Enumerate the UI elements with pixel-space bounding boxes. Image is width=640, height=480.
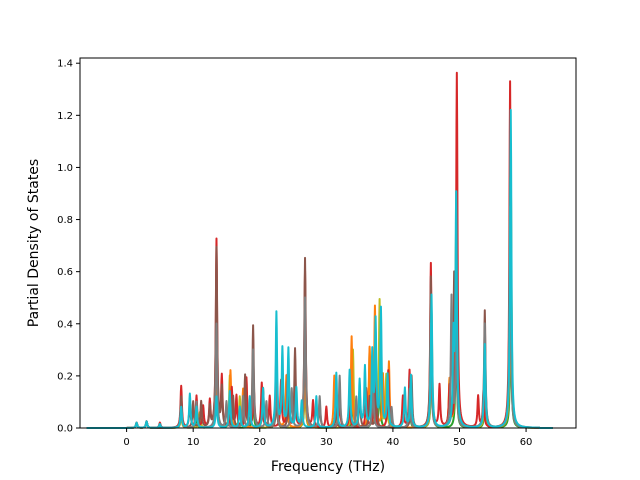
- x-tick-label: 40: [387, 437, 400, 448]
- y-tick-label: 0.4: [57, 319, 73, 330]
- x-tick-label: 10: [187, 437, 200, 448]
- plot-area: [80, 58, 576, 428]
- y-tick-label: 0.8: [57, 215, 73, 226]
- x-tick-label: 20: [253, 437, 266, 448]
- y-axis-ticks: 0.0 0.2 0.4 0.6 0.8 1.0 1.2 1.4: [57, 59, 80, 435]
- x-tick-label: 60: [520, 437, 533, 448]
- x-axis-label: Frequency (THz): [271, 459, 385, 475]
- x-axis-ticks: 0 10 20 30 40 50 60: [123, 428, 532, 448]
- y-tick-label: 1.2: [57, 111, 73, 122]
- plot-frame: [79, 57, 577, 429]
- x-tick-label: 50: [453, 437, 466, 448]
- x-tick-label: 30: [320, 437, 333, 448]
- x-tick-label: 0: [123, 437, 129, 448]
- y-tick-label: 1.4: [57, 59, 73, 70]
- y-tick-label: 0.2: [57, 371, 73, 382]
- y-tick-label: 1.0: [57, 163, 73, 174]
- y-axis-label: Partial Density of States: [26, 159, 42, 327]
- y-tick-label: 0.0: [57, 424, 73, 435]
- y-tick-label: 0.6: [57, 267, 73, 278]
